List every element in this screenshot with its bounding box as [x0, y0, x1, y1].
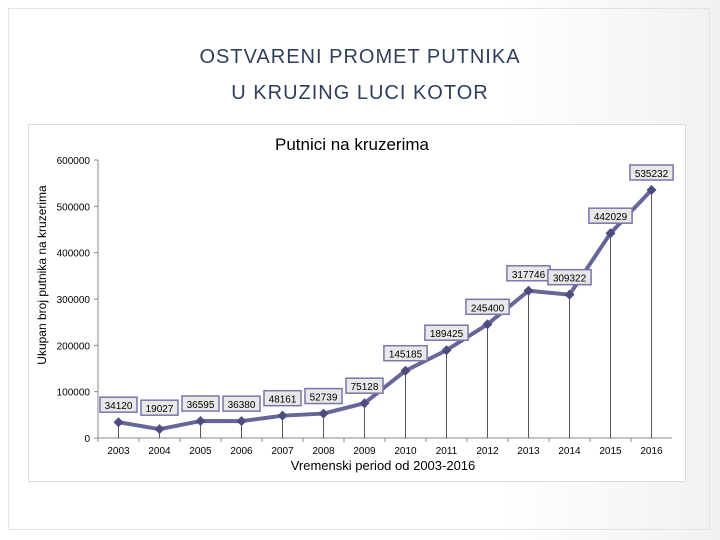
y-tick-label: 400000 [57, 249, 91, 260]
data-label-text: 189425 [430, 329, 464, 340]
x-tick-label: 2013 [517, 446, 540, 457]
y-axis-label: Ukupan broj putnika na kruzerima [35, 185, 49, 365]
data-label-box [465, 298, 510, 316]
data-label: 309322 [547, 268, 592, 286]
data-label: 36380 [222, 395, 261, 412]
data-label: 145185 [383, 344, 428, 362]
x-tick-label: 2016 [640, 446, 663, 457]
chart-container [28, 124, 686, 482]
data-label-text: 36595 [187, 400, 215, 411]
x-tick-label: 2009 [353, 446, 376, 457]
data-label-box [345, 377, 384, 394]
data-label-box [424, 324, 469, 341]
drop-lines [118, 190, 652, 438]
x-tick-label: 2014 [558, 446, 581, 457]
data-label-box [588, 207, 633, 224]
x-tick-label: 2011 [436, 446, 458, 457]
x-tick-label: 2003 [107, 446, 130, 457]
y-ticks: 0 100000 200000 300000 400000 500000 600000 [57, 156, 98, 445]
data-label-box [263, 389, 302, 407]
data-label: 245400 [465, 298, 510, 316]
data-label-text: 317746 [512, 270, 546, 281]
data-label: 36595 [181, 395, 220, 412]
x-tick-label: 2015 [599, 446, 622, 457]
y-tick-label: 100000 [57, 388, 91, 399]
x-tick-label: 2008 [312, 446, 335, 457]
data-point-marker [195, 416, 206, 427]
data-point-marker [523, 285, 534, 296]
data-labels: 34120 19027 36595 36380 48161 52739 75128 14518… [99, 164, 674, 416]
data-point-marker [646, 185, 657, 196]
y-tick-label: 500000 [57, 202, 91, 213]
data-point-marker [605, 228, 616, 239]
data-label-text: 36380 [228, 400, 256, 411]
y-tick-label: 600000 [57, 156, 91, 167]
slide-title-line1: OSTVARENI PROMET PUTNIKA [199, 46, 521, 68]
x-axis-label: Vremenski period od 2003-2016 [291, 458, 476, 473]
x-tick-label: 2005 [189, 446, 212, 457]
data-point-marker [564, 289, 575, 300]
data-label: 34120 [99, 396, 138, 413]
data-point-marker [113, 417, 124, 428]
x-tick-label: 2010 [394, 446, 417, 457]
slide-title-line2: U KRUZING LUCI KOTOR [231, 82, 489, 104]
data-point-marker [400, 365, 411, 376]
data-label: 48161 [263, 389, 302, 407]
series-line [118, 188, 653, 432]
data-label-box [181, 395, 220, 412]
data-point-marker [154, 424, 165, 435]
data-label-text: 34120 [105, 401, 133, 412]
x-tick-label: 2006 [230, 446, 253, 457]
data-label: 535232 [629, 164, 674, 181]
slide-frame [8, 8, 710, 530]
data-label-box [304, 387, 343, 405]
x-ticks: 2003 2004 2005 2006 2007 2008 2009 2010 2011 2012… [97, 438, 663, 457]
data-point-marker [441, 345, 452, 356]
data-point-marker [277, 410, 288, 421]
data-label-text: 48161 [269, 395, 297, 406]
chart-title: Putnici na kruzerima [275, 135, 430, 154]
data-label: 317746 [506, 265, 551, 282]
data-point-marker [359, 398, 370, 409]
data-label-text: 75128 [351, 382, 379, 393]
data-label: 189425 [424, 324, 469, 341]
data-label-box [99, 396, 138, 413]
data-label-text: 245400 [471, 303, 505, 314]
data-point-marker [236, 416, 247, 427]
y-tick-label: 0 [84, 434, 90, 445]
y-tick-label: 300000 [57, 295, 91, 306]
data-point-marker [482, 319, 493, 330]
data-label: 52739 [304, 387, 343, 405]
data-markers [113, 185, 657, 435]
data-label-text: 52739 [310, 393, 338, 404]
data-label-box [140, 399, 179, 416]
y-tick-label: 200000 [57, 341, 91, 352]
data-label-box [547, 268, 592, 286]
data-label-text: 309322 [553, 274, 587, 285]
data-label-box [383, 344, 428, 362]
data-label-text: 535232 [635, 169, 669, 180]
data-label: 75128 [345, 377, 384, 394]
data-label: 442029 [588, 207, 633, 224]
x-tick-label: 2012 [476, 446, 499, 457]
data-label-box [222, 395, 261, 412]
data-label-box [629, 164, 674, 181]
data-label-text: 19027 [146, 404, 174, 415]
data-label-text: 145185 [389, 350, 423, 361]
data-label-text: 442029 [594, 212, 628, 223]
x-tick-label: 2004 [148, 446, 171, 457]
data-label: 19027 [140, 399, 179, 416]
x-tick-label: 2007 [271, 446, 294, 457]
data-point-marker [318, 408, 329, 419]
